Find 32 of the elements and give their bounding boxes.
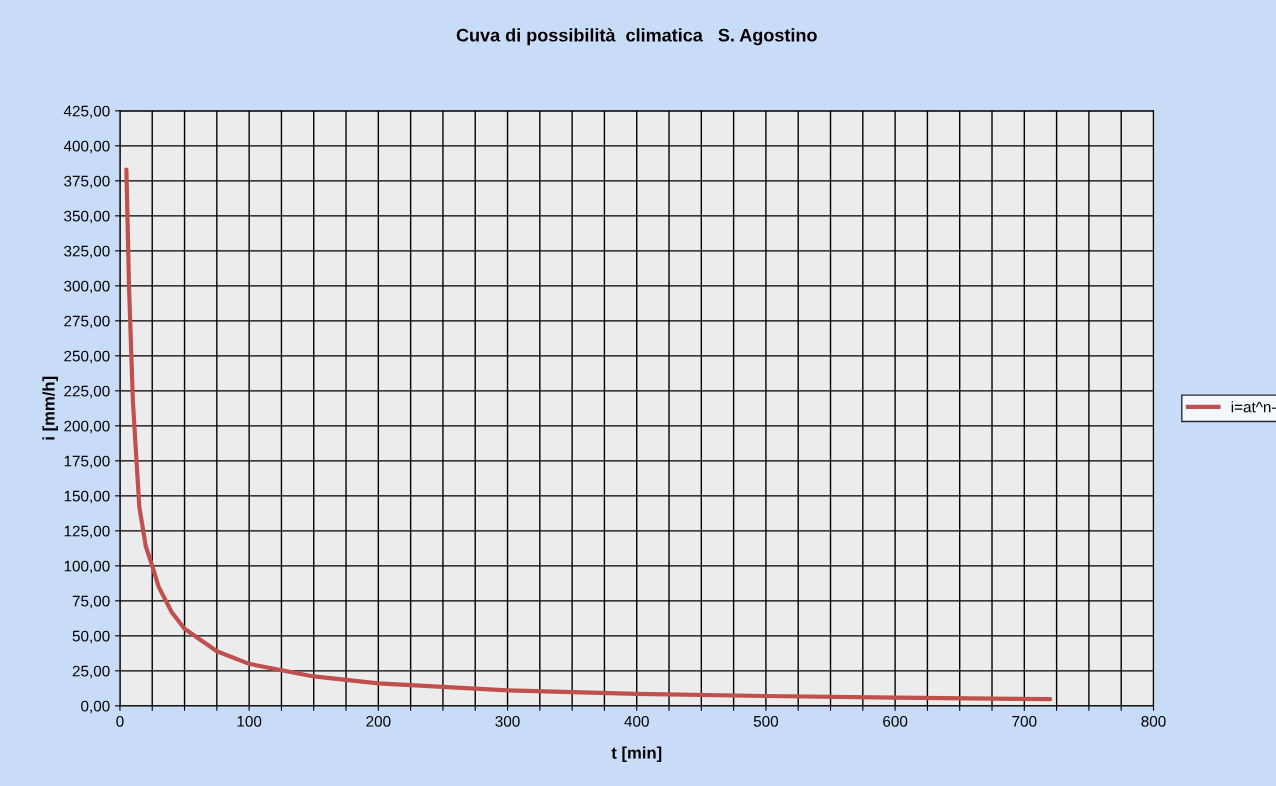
x-tick-label: 200: [366, 715, 391, 727]
y-tick-label: 0,00: [81, 700, 110, 714]
x-tick-label: 0: [116, 715, 124, 727]
x-axis-title: t [min]: [611, 746, 662, 762]
chart-title: Cuva di possibilità climatica S. Agostino: [456, 28, 817, 46]
y-tick-label: 50,00: [72, 630, 110, 644]
y-tick-label: 125,00: [64, 525, 110, 539]
y-tick-label: 200,00: [64, 420, 110, 434]
x-tick-label: 700: [1012, 715, 1037, 727]
x-tick-label: 600: [883, 715, 908, 727]
y-tick-label: 325,00: [64, 245, 110, 259]
line-series: [124, 167, 1053, 702]
y-tick-label: 350,00: [64, 210, 110, 224]
x-tick-label: 800: [1141, 715, 1166, 727]
y-tick-label: 375,00: [64, 175, 110, 189]
y-axis-title: i [mm/h]: [42, 376, 58, 440]
y-tick-label: 150,00: [64, 490, 110, 504]
y-tick-label: 400,00: [63, 140, 110, 154]
y-tick-label: 425,00: [63, 105, 110, 119]
legend-label: i=at^n-: [1231, 401, 1276, 413]
x-tick-label: 500: [753, 715, 779, 727]
y-tick-label: 175,00: [64, 455, 110, 469]
y-tick-label: 225,00: [64, 385, 110, 399]
y-tick-label: 275,00: [64, 315, 110, 329]
y-tick-label: 25,00: [72, 665, 110, 679]
x-tick-label: 100: [237, 715, 262, 727]
x-tick-label: 300: [495, 715, 520, 727]
x-tick-label: 400: [624, 715, 649, 727]
y-tick-label: 300,00: [64, 280, 110, 294]
y-tick-label: 250,00: [64, 350, 110, 364]
y-tick-label: 100,00: [64, 560, 110, 574]
y-tick-label: 75,00: [72, 595, 110, 609]
